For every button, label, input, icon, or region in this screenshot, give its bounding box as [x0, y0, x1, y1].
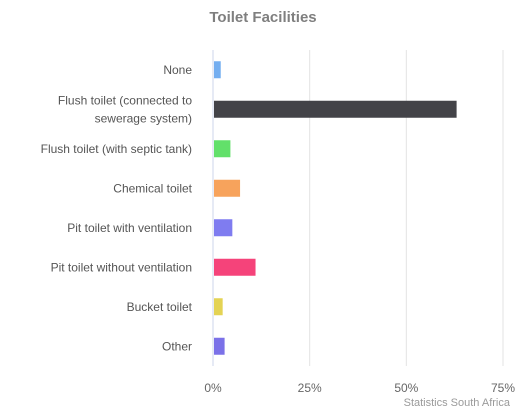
bar: [214, 140, 231, 158]
x-tick-label: 75%: [491, 381, 515, 395]
category-label: Bucket toilet: [127, 300, 193, 314]
category-label: Other: [162, 339, 192, 353]
bar: [214, 258, 256, 276]
bar: [214, 298, 223, 316]
category-label: Flush toilet (with septic tank): [41, 142, 192, 156]
category-label: Pit toilet without ventilation: [51, 260, 192, 274]
grid-lines: [309, 50, 504, 366]
bar: [214, 179, 241, 197]
category-labels: None Flush toilet (connected to sewerage s…: [41, 63, 193, 354]
category-label: sewerage system): [95, 111, 192, 125]
category-label: None: [163, 63, 192, 77]
category-label: Chemical toilet: [113, 181, 192, 195]
category-label: Pit toilet with ventilation: [67, 221, 192, 235]
x-tick-label: 50%: [394, 381, 418, 395]
bar: [214, 61, 221, 79]
chart-title: Toilet Facilities: [209, 9, 316, 26]
x-tick-label: 0%: [204, 381, 222, 395]
x-tick-label: 25%: [298, 381, 322, 395]
bar: [214, 100, 457, 118]
bar: [214, 219, 233, 237]
category-label: Flush toilet (connected to: [58, 93, 192, 107]
chart-credit: Statistics South Africa: [404, 397, 511, 409]
x-axis-ticks: 0% 25% 50% 75%: [204, 381, 515, 395]
bars: [214, 61, 457, 355]
bar: [214, 337, 225, 355]
